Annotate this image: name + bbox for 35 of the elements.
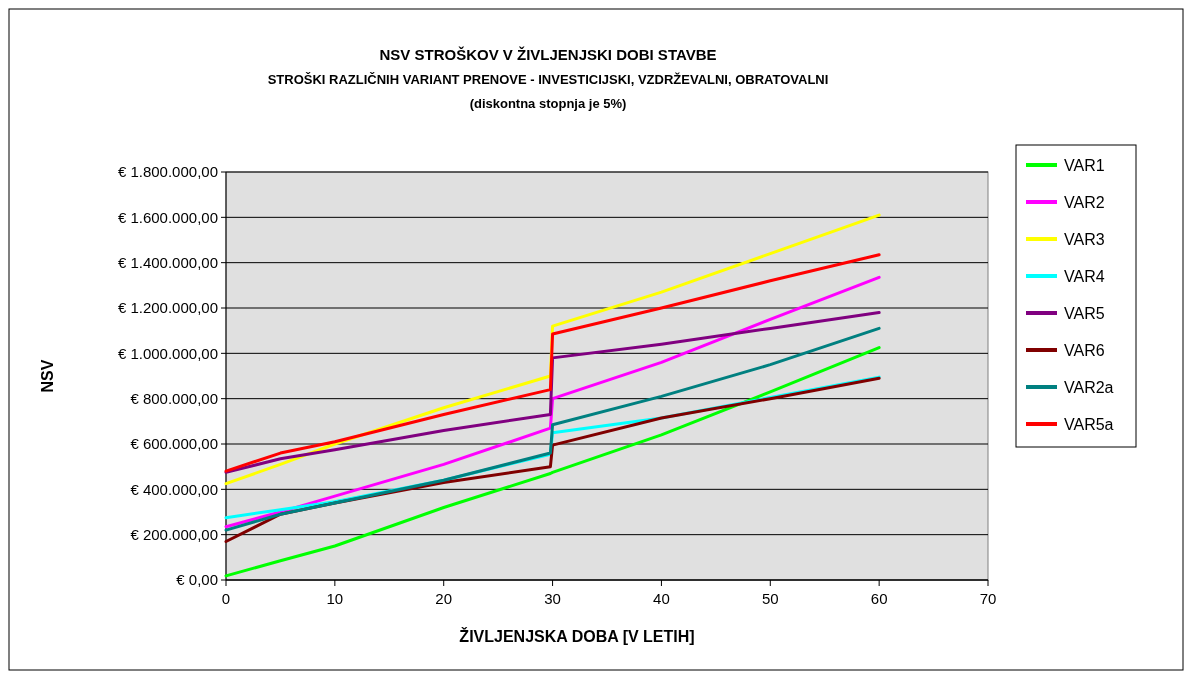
y-tick-label: € 600.000,00 bbox=[130, 435, 218, 453]
y-tick-label: € 800.000,00 bbox=[130, 389, 218, 407]
y-axis-title: NSV bbox=[39, 359, 56, 393]
y-tick-label: € 1.200.000,00 bbox=[117, 299, 218, 317]
x-axis-title: ŽIVLJENJSKA DOBA [V LETIH] bbox=[459, 627, 695, 645]
y-tick-label: € 1.000.000,00 bbox=[117, 344, 218, 362]
x-tick-label: 50 bbox=[761, 590, 779, 607]
y-tick-label: € 1.800.000,00 bbox=[117, 163, 218, 181]
x-tick-label: 10 bbox=[326, 590, 344, 607]
legend-label: VAR5 bbox=[1064, 304, 1105, 322]
y-tick-label: € 1.600.000,00 bbox=[117, 208, 218, 226]
line-series bbox=[224, 346, 881, 578]
legend-label: VAR6 bbox=[1064, 341, 1105, 359]
y-tick-label: € 0,00 bbox=[176, 571, 218, 589]
x-tick-label: 60 bbox=[870, 590, 888, 607]
chart-subtitle: STROŠKI RAZLIČNIH VARIANT PRENOVE - INVESTICIJSKI, VZDRŽEVALNI, OBRATOVALNI (diskontna stopnja je 5%) bbox=[267, 72, 829, 111]
y-tick-label: € 1.400.000,00 bbox=[117, 253, 218, 271]
y-tick-label: € 200.000,00 bbox=[130, 525, 218, 543]
x-tick-label: 30 bbox=[544, 590, 561, 607]
legend-label: VAR5a bbox=[1064, 415, 1114, 433]
line-series bbox=[224, 253, 881, 473]
legend-label: VAR2a bbox=[1064, 378, 1114, 396]
chart-title: NSV STROŠKOV V ŽIVLJENJSKI DOBI STAVBE bbox=[379, 46, 717, 63]
y-tick-label: € 400.000,00 bbox=[130, 480, 218, 498]
legend-label: VAR3 bbox=[1064, 230, 1105, 248]
x-tick-label: 40 bbox=[653, 590, 670, 607]
x-tick-label: 70 bbox=[979, 590, 997, 607]
line-series bbox=[224, 275, 881, 529]
x-tick-label: 0 bbox=[221, 590, 231, 607]
legend-label: VAR1 bbox=[1064, 156, 1105, 174]
x-tick-label: 20 bbox=[435, 590, 453, 607]
legend-label: VAR2 bbox=[1064, 193, 1105, 211]
line-series bbox=[224, 326, 881, 532]
legend-label: VAR4 bbox=[1064, 267, 1105, 285]
line-series bbox=[224, 311, 881, 474]
